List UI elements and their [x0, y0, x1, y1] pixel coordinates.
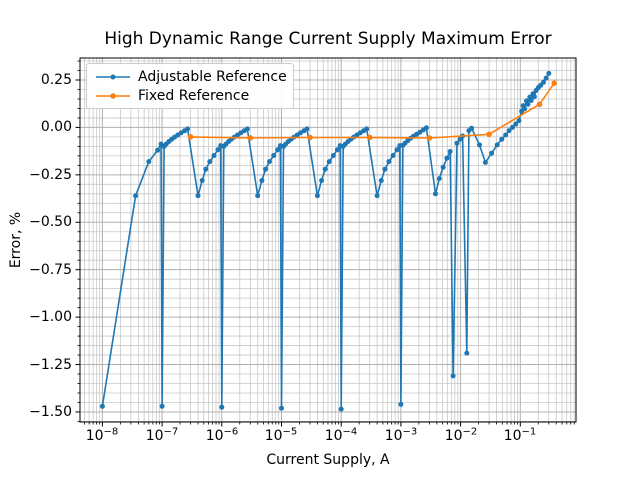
series-marker	[499, 136, 505, 142]
series-marker	[185, 126, 191, 132]
series-marker	[516, 118, 522, 124]
series-marker	[546, 70, 552, 76]
series-marker	[307, 134, 313, 141]
series-marker	[203, 166, 209, 172]
series-marker	[159, 403, 165, 409]
series-marker	[366, 134, 373, 141]
series-line-fixed-reference	[190, 82, 555, 139]
series-marker	[525, 101, 531, 107]
series-marker	[279, 405, 284, 411]
series-marker	[255, 193, 261, 199]
series-marker	[486, 131, 492, 138]
series-marker	[433, 191, 438, 197]
series-marker	[263, 166, 268, 172]
series-marker	[447, 149, 453, 154]
series-marker	[382, 166, 388, 172]
series-marker	[267, 159, 272, 165]
series-marker	[436, 176, 442, 182]
series-marker	[528, 98, 534, 103]
series-marker	[364, 126, 370, 132]
series-marker	[510, 124, 515, 130]
series-marker	[503, 132, 509, 138]
series-marker	[536, 101, 543, 108]
series-marker	[207, 159, 213, 165]
series-marker	[489, 150, 495, 156]
series-marker	[259, 178, 265, 183]
series-marker	[146, 159, 152, 165]
series-marker	[133, 193, 139, 199]
series-marker	[506, 128, 512, 134]
series-marker	[244, 126, 250, 132]
series-marker	[482, 160, 488, 165]
series-marker	[454, 140, 460, 146]
series-marker	[322, 166, 328, 172]
series-marker	[444, 155, 450, 161]
series-marker	[219, 404, 225, 410]
series-marker	[390, 153, 396, 158]
series-marker	[275, 147, 281, 153]
series-marker	[378, 178, 384, 183]
series-marker	[304, 126, 310, 132]
series-marker	[247, 135, 254, 141]
series-marker	[211, 153, 217, 158]
series-marker	[155, 147, 161, 153]
series-marker	[541, 79, 546, 85]
series-marker	[440, 164, 446, 170]
series-marker	[494, 142, 500, 148]
series-marker	[271, 153, 277, 158]
series-marker	[99, 403, 105, 409]
series-marker	[426, 135, 433, 141]
series-marker	[477, 142, 482, 148]
series-marker	[464, 350, 470, 356]
series-marker	[199, 178, 205, 183]
series-marker	[522, 106, 528, 112]
series-marker	[423, 125, 429, 131]
series-marker	[195, 193, 201, 199]
series-marker	[319, 178, 325, 183]
series-marker	[338, 406, 344, 412]
series-marker	[450, 373, 456, 379]
series-marker	[469, 125, 475, 131]
series-marker	[374, 193, 380, 199]
series-marker	[398, 401, 404, 407]
series-marker	[513, 121, 519, 127]
series-marker	[215, 147, 221, 153]
series-marker	[531, 94, 537, 100]
series-marker	[386, 159, 392, 165]
series-marker	[551, 80, 557, 86]
series-marker	[394, 147, 400, 153]
series-marker	[334, 147, 340, 153]
series-marker	[543, 75, 549, 81]
series-marker	[326, 159, 332, 165]
series-marker	[187, 134, 194, 140]
series-marker	[314, 193, 320, 199]
series-marker	[330, 153, 336, 158]
